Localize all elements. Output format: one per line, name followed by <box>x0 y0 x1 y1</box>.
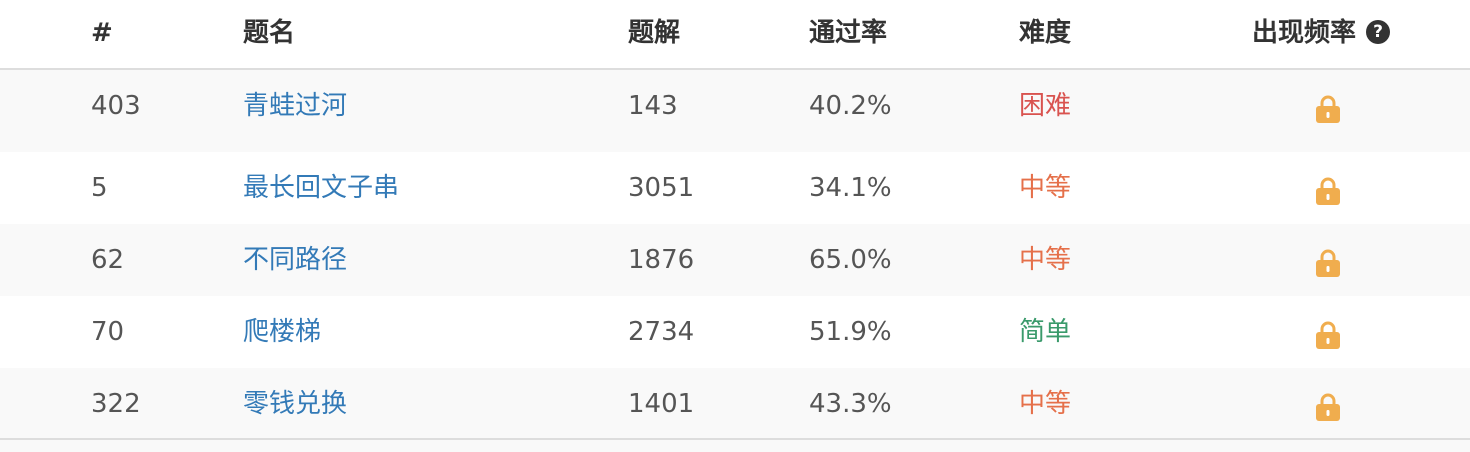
header-num[interactable]: # <box>91 18 113 48</box>
table-body: 403 青蛙过河 143 40.2% 困难 5 最长回文子串 3051 34.1… <box>0 70 1470 440</box>
acceptance-rate: 43.3% <box>809 389 892 419</box>
header-difficulty[interactable]: 难度 <box>1019 18 1072 48</box>
header-acceptance[interactable]: 通过率 <box>809 18 888 48</box>
acceptance-rate: 34.1% <box>809 173 892 203</box>
problem-number: 62 <box>91 245 125 275</box>
problem-number: 322 <box>91 389 141 419</box>
solutions-count: 1876 <box>628 245 695 275</box>
problem-number: 70 <box>91 317 125 347</box>
problem-number: 5 <box>91 173 108 203</box>
problem-title-link[interactable]: 最长回文子串 <box>243 173 400 203</box>
acceptance-rate: 40.2% <box>809 91 892 121</box>
lock-icon[interactable] <box>1314 320 1342 350</box>
difficulty-label: 中等 <box>1019 389 1072 419</box>
table-header: # 题名 题解 通过率 难度 出现频率? <box>0 0 1470 70</box>
table-bottom-border <box>0 438 1470 440</box>
acceptance-rate: 51.9% <box>809 317 892 347</box>
solutions-count: 143 <box>628 91 678 121</box>
header-frequency[interactable]: 出现频率? <box>1252 14 1391 52</box>
table-row: 70 爬楼梯 2734 51.9% 简单 <box>0 296 1470 368</box>
header-title[interactable]: 题名 <box>243 18 296 48</box>
problem-title-link[interactable]: 青蛙过河 <box>243 91 348 121</box>
difficulty-label: 困难 <box>1019 91 1072 121</box>
solutions-count: 3051 <box>628 173 695 203</box>
table-row: 403 青蛙过河 143 40.2% 困难 <box>0 70 1470 152</box>
question-circle-icon[interactable]: ? <box>1366 20 1391 44</box>
acceptance-rate: 65.0% <box>809 245 892 275</box>
difficulty-label: 简单 <box>1019 317 1072 347</box>
table-row: 62 不同路径 1876 65.0% 中等 <box>0 224 1470 296</box>
solutions-count: 2734 <box>628 317 695 347</box>
difficulty-label: 中等 <box>1019 245 1072 275</box>
table-row: 322 零钱兑换 1401 43.3% 中等 <box>0 368 1470 440</box>
problem-title-link[interactable]: 不同路径 <box>243 245 348 275</box>
problem-number: 403 <box>91 91 141 121</box>
lock-icon[interactable] <box>1314 248 1342 278</box>
header-solutions[interactable]: 题解 <box>628 18 681 48</box>
solutions-count: 1401 <box>628 389 695 419</box>
problem-title-link[interactable]: 爬楼梯 <box>243 317 322 347</box>
lock-icon[interactable] <box>1314 176 1342 206</box>
header-frequency-label: 出现频率 <box>1252 18 1357 48</box>
table-row: 5 最长回文子串 3051 34.1% 中等 <box>0 152 1470 224</box>
difficulty-label: 中等 <box>1019 173 1072 203</box>
problem-title-link[interactable]: 零钱兑换 <box>243 389 348 419</box>
lock-icon[interactable] <box>1314 94 1342 124</box>
table-footer-area <box>0 440 1470 452</box>
lock-icon[interactable] <box>1314 392 1342 422</box>
